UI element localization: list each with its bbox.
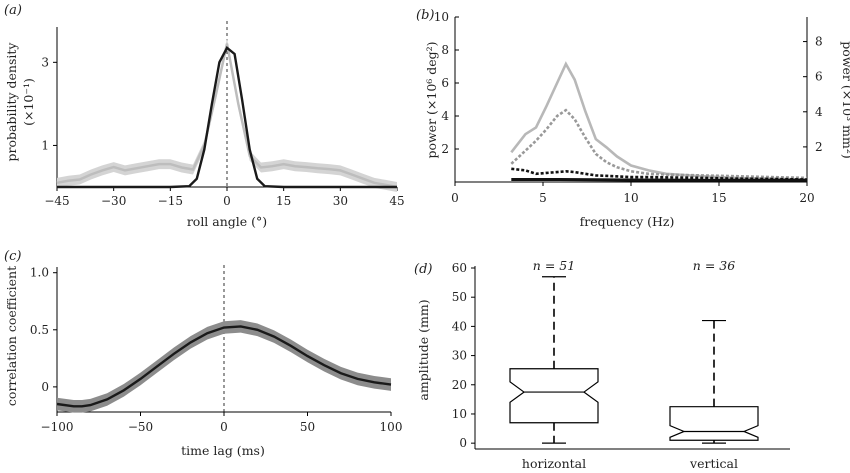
- y-tick-label: 0.5: [30, 323, 49, 337]
- y-tick-label-left: 4: [441, 109, 449, 123]
- y-tick-label-right: 2: [815, 140, 823, 154]
- panel-d-category-vertical: vertical: [689, 456, 738, 471]
- y-tick-label: 20: [452, 378, 467, 392]
- panel-label-c: (c): [4, 249, 21, 264]
- panel-a-roll-angle-density: −45 −30 −15 0 15 30 45 1 3: [41, 21, 405, 208]
- panel-a-ylabel: probability density: [4, 42, 19, 162]
- panel-label-a: (a): [4, 3, 22, 18]
- panel-d-category-horizontal: horizontal: [522, 456, 586, 471]
- panel-label-b: (b): [416, 8, 434, 23]
- spectrum-series-2: [510, 108, 808, 180]
- x-tick-label: 0: [451, 191, 459, 205]
- y-tick-label: 0: [459, 436, 467, 450]
- panel-a-xlabel: roll angle (°): [187, 214, 267, 229]
- correlation-line: [56, 325, 392, 408]
- y-tick-label: 40: [452, 319, 467, 333]
- panel-a-ylabel-units: (×10⁻¹): [21, 78, 36, 126]
- series-gray-band: [57, 38, 397, 192]
- panel-b-ylabel-left: power (×10⁶ deg²): [424, 41, 439, 158]
- panel-c-ylabel: correlation coefficient: [4, 266, 19, 406]
- panel-d-amplitude-boxplot: 0 10 20 30 40 50 60: [452, 261, 790, 450]
- panel-b-power-spectrum: 0 5 10 15 20 2 4 6 8 10 2 4 6 8: [434, 10, 823, 205]
- y-tick-label-left: 8: [441, 43, 449, 57]
- x-tick-label: −30: [101, 194, 126, 208]
- x-tick-label: −100: [41, 420, 74, 434]
- panel-d-ylabel: amplitude (mm): [416, 299, 431, 400]
- x-tick-label: −45: [44, 194, 69, 208]
- y-tick-label: 1: [41, 138, 49, 152]
- y-tick-label: 0: [41, 380, 49, 394]
- y-tick-label: 60: [452, 261, 467, 275]
- panel-c-cross-correlation: −100 −50 0 50 100 0 0.5 1.0: [30, 265, 403, 434]
- spectrum-series-1: [510, 61, 808, 181]
- y-tick-label-right: 8: [815, 35, 823, 49]
- x-tick-label: 100: [380, 420, 403, 434]
- x-tick-label: −15: [158, 194, 183, 208]
- y-tick-label-left: 6: [441, 76, 449, 90]
- x-tick-label: 0: [220, 420, 228, 434]
- x-tick-label: 10: [623, 191, 638, 205]
- series-gray-line: [56, 43, 398, 189]
- spectrum-series-3: [511, 167, 808, 181]
- panel-b-xlabel: frequency (Hz): [580, 214, 675, 229]
- x-tick-label: 50: [300, 420, 315, 434]
- x-tick-label: 15: [711, 191, 726, 205]
- y-tick-label-right: 6: [815, 70, 823, 84]
- x-tick-label: 20: [799, 191, 814, 205]
- x-tick-label: 5: [539, 191, 547, 205]
- x-tick-label: −50: [128, 420, 153, 434]
- x-tick-label: 45: [389, 194, 404, 208]
- y-tick-label: 30: [452, 349, 467, 363]
- series-black-line: [57, 45, 397, 189]
- x-tick-label: 0: [223, 194, 231, 208]
- panel-label-d: (d): [414, 262, 432, 277]
- panel-d-n-horizontal: n = 51: [533, 258, 575, 273]
- panel-c-xlabel: time lag (ms): [181, 443, 265, 458]
- x-tick-label: 15: [276, 194, 291, 208]
- y-tick-label-left: 2: [441, 142, 449, 156]
- y-tick-label: 50: [452, 290, 467, 304]
- y-tick-label-left: 10: [434, 10, 449, 24]
- spectrum-series-4: [511, 178, 807, 182]
- notched-box-vertical: [669, 406, 759, 441]
- notched-box-horizontal: [509, 368, 599, 424]
- y-tick-label: 10: [452, 407, 467, 421]
- x-tick-label: 30: [333, 194, 348, 208]
- y-tick-label-right: 4: [815, 105, 823, 119]
- panel-b-ylabel-right: power (×10³ mm²): [840, 41, 850, 158]
- y-tick-label: 3: [41, 55, 49, 69]
- panel-d-n-vertical: n = 36: [693, 258, 735, 273]
- y-tick-label: 1.0: [30, 266, 49, 280]
